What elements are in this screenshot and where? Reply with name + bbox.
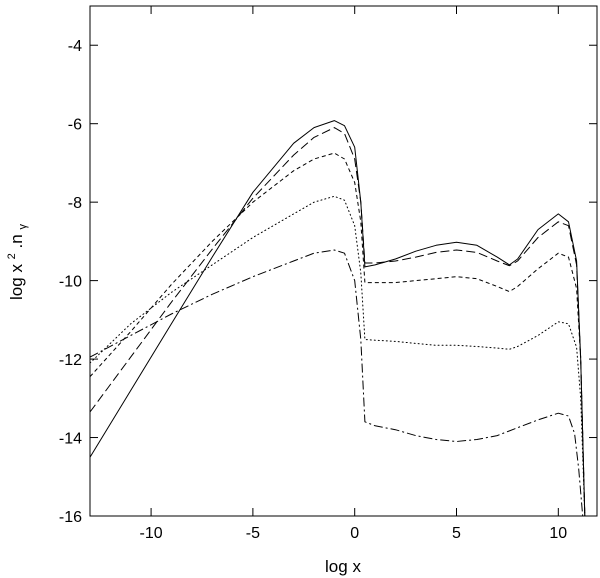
y-axis-label-sub: γ [17,224,29,230]
axis-ticks: -10 -5 0 5 10 -16 -14 -12 -10 -8 -6 -4 [59,6,597,542]
y-tick-label: -16 [59,509,82,526]
x-tick-label: 5 [452,525,461,542]
y-tick-label: -10 [59,274,82,291]
y-axis-label-base: log x [7,264,26,300]
series-line-solid [89,120,586,517]
y-axis-label-mid: .n [7,234,26,248]
y-axis-label: log x 2 .n γ [0,224,29,300]
x-tick-label: 0 [350,525,359,542]
y-tick-label: -14 [59,431,82,448]
x-tick-label: -5 [246,525,260,542]
x-tick-label: -10 [140,525,163,542]
y-tick-label: -6 [68,117,82,134]
series-line-short-dash [89,152,586,517]
y-tick-label: -12 [59,352,82,369]
y-tick-label: -4 [68,38,82,55]
x-tick-label: 10 [549,525,567,542]
y-tick-label: -8 [68,195,82,212]
series-line-dotted [89,195,586,517]
series-line-long-dash [89,127,586,517]
plot-frame [89,5,598,517]
series-line-dash-dot [89,249,584,517]
y-axis-label-sup: 2 [6,253,18,259]
series-layer [89,120,586,517]
x-axis-label: log x [325,557,361,576]
